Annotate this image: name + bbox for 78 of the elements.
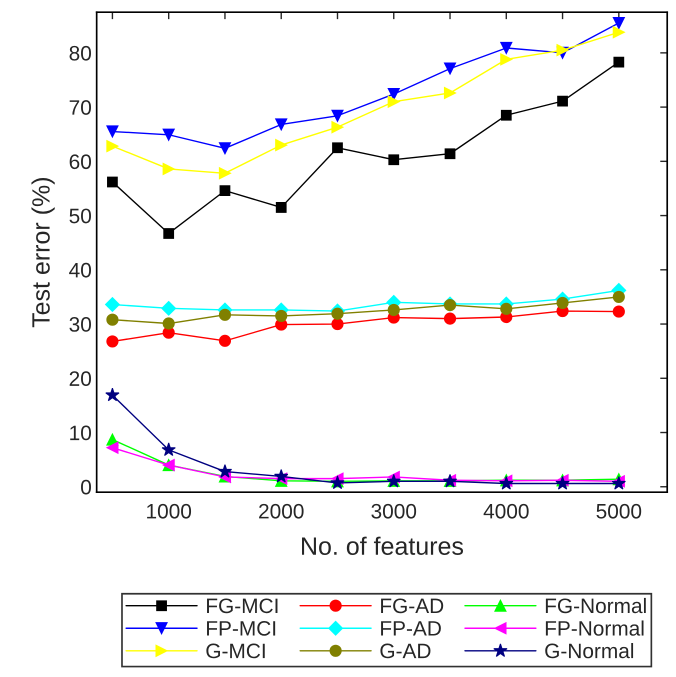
point — [557, 96, 568, 107]
point — [332, 142, 343, 154]
legend-label: G-Normal — [545, 642, 634, 658]
point — [107, 176, 118, 188]
point — [388, 96, 400, 108]
legend-label: FP-MCI — [207, 621, 276, 636]
point — [218, 142, 232, 154]
point — [612, 290, 625, 304]
point — [556, 44, 569, 56]
point — [275, 118, 288, 131]
point — [106, 335, 118, 348]
point — [162, 128, 175, 141]
point — [276, 202, 287, 213]
point — [556, 296, 569, 309]
point — [331, 308, 344, 320]
point — [162, 162, 175, 176]
y-tick-label: 60 — [70, 154, 91, 170]
point — [106, 314, 118, 326]
point — [105, 388, 120, 402]
y-tick-label: 30 — [69, 317, 91, 332]
point — [612, 305, 625, 318]
point — [218, 308, 232, 321]
y-axis-title: Test error (%) — [31, 178, 55, 328]
y-tick-label: 10 — [70, 426, 91, 440]
point — [163, 228, 174, 239]
point — [220, 185, 230, 196]
legend-label: G-AD — [380, 644, 430, 658]
point — [331, 318, 344, 330]
point — [275, 138, 288, 152]
x-tick-label: 3000 — [371, 504, 416, 519]
y-tick-label: 0 — [81, 480, 91, 495]
point — [500, 302, 512, 315]
point — [500, 110, 512, 121]
point — [444, 86, 456, 100]
y-tick-label: 70 — [70, 100, 91, 115]
point — [162, 317, 175, 330]
point — [388, 304, 400, 316]
x-axis-title: No. of features — [302, 536, 464, 555]
point — [106, 125, 118, 138]
point — [499, 476, 514, 490]
legend-label: FG-Normal — [546, 598, 646, 614]
x-tick-label: 5000 — [596, 504, 642, 519]
y-tick-label: 40 — [69, 262, 91, 278]
point — [331, 121, 344, 134]
point — [218, 334, 232, 347]
point — [612, 16, 625, 30]
y-tick-label: 80 — [70, 46, 91, 61]
y-tick-label: 50 — [69, 208, 91, 224]
point — [444, 62, 456, 75]
point — [274, 468, 288, 483]
point — [444, 312, 456, 325]
point — [555, 476, 570, 490]
point — [613, 56, 624, 68]
x-tick-label: 4000 — [484, 504, 529, 519]
point — [161, 300, 176, 316]
point — [106, 140, 118, 152]
point — [444, 148, 456, 160]
y-tick-label: 20 — [70, 371, 91, 386]
legend-label: FP-AD — [381, 621, 441, 636]
point — [388, 88, 400, 100]
legend-label: FG-AD — [381, 598, 444, 614]
legend-label: FP-Normal — [546, 620, 644, 636]
point — [500, 53, 512, 66]
point — [106, 442, 118, 454]
point — [218, 464, 232, 478]
point — [162, 442, 176, 456]
point — [331, 110, 344, 122]
point — [218, 167, 232, 180]
legend-label: FG-MCI — [207, 598, 278, 614]
point — [444, 298, 456, 312]
point — [275, 310, 288, 322]
point — [500, 42, 512, 54]
point — [388, 154, 400, 166]
x-tick-label: 2000 — [259, 504, 304, 519]
x-tick-label: 1000 — [147, 504, 192, 519]
point — [105, 297, 120, 312]
point — [612, 26, 625, 38]
legend-label: G-MCI — [206, 644, 265, 658]
